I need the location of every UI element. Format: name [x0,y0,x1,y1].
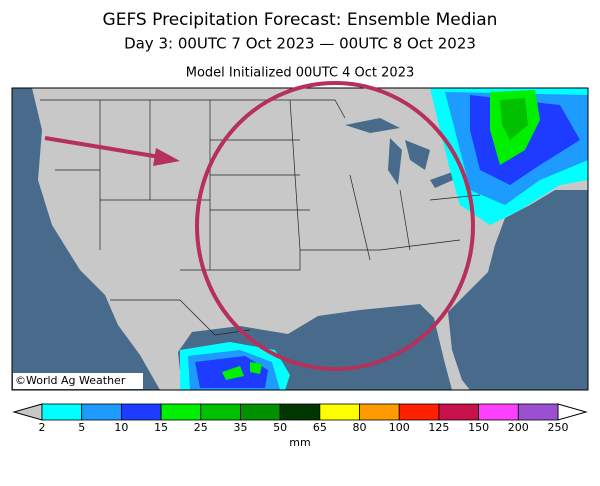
colorbar-box [279,403,321,421]
colorbar-tick-label: 150 [468,421,489,434]
colorbar-tick-label: 25 [194,421,208,434]
pacific [12,88,160,390]
colorbar-tick-label: 200 [508,421,529,434]
colorbar-box [517,403,559,421]
colorbar-tick-label: 10 [114,421,128,434]
colorbar-box [319,403,360,421]
colorbar-box [359,403,400,421]
borders [40,99,481,336]
colorbar-tick-label: 2 [39,421,46,434]
colorbar-high [557,403,588,421]
colorbar-box [120,403,162,421]
atlantic [448,190,588,390]
colorbar-tick-label: 250 [548,421,569,434]
colorbar-box [200,403,241,421]
arrow-head [153,148,180,166]
colorbar-box [81,403,122,421]
map: ©World Ag Weather [11,81,589,391]
credit: ©World Ag Weather [15,374,126,387]
precip [180,88,588,390]
colorbar-box [478,403,519,421]
colorbar-box [438,403,480,421]
colorbar-tick-label: 5 [78,421,85,434]
highlight-circle [195,81,475,371]
colorbar-box [398,403,440,421]
colorbar-box [41,403,83,421]
subtitle: Day 3: 00UTC 7 Oct 2023 — 00UTC 8 Oct 20… [124,35,476,53]
unit-label: mm [289,436,310,449]
colorbar-box [240,403,281,421]
colorbar-tick-label: 100 [389,421,410,434]
colorbar-box [160,403,202,421]
credit-box [13,373,143,389]
colorbar: 2 5 10 15 25 35 50 65 80 100 125 150 200 250 [12,403,588,434]
title: GEFS Precipitation Forecast: Ensemble Me… [103,10,498,30]
arrow [44,136,161,159]
lakes [345,118,490,188]
colorbar-tick-label: 65 [313,421,327,434]
colorbar-low [12,403,43,421]
colorbar-tick-label: 35 [233,421,247,434]
colorbar-tick-label: 80 [353,421,367,434]
colorbar-tick-label: 125 [428,421,449,434]
colorbar-tick-label: 15 [154,421,168,434]
init-line: Model Initialized 00UTC 4 Oct 2023 [186,66,415,81]
colorbar-tick-label: 50 [273,421,287,434]
